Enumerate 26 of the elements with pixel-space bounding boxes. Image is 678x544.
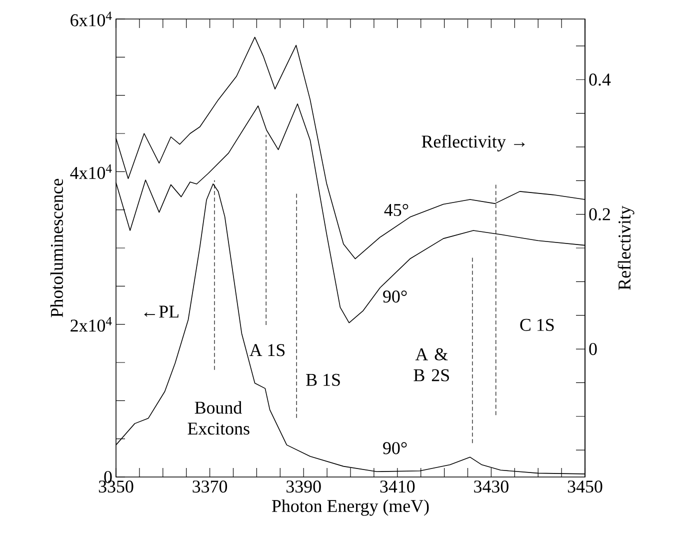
- y-axis-title: Photoluminescence: [50, 178, 63, 318]
- annotation: C 1S: [520, 318, 554, 331]
- annotation: Reflectivity →: [422, 134, 525, 152]
- y-tick-label: 2x10$^{4}$: [70, 316, 112, 332]
- x-tick-label: 3370: [192, 480, 228, 493]
- annotation: 45°: [384, 204, 408, 216]
- y-tick-label: 0: [104, 470, 112, 484]
- y2-tick-label: 0.2: [589, 208, 610, 220]
- x-axis-title: Photon Energy (meV): [272, 499, 429, 516]
- x-tick-label: 3430: [474, 480, 508, 493]
- annotation: Bound Excitons: [188, 401, 250, 435]
- y2-axis-title: Reflectivity: [618, 206, 634, 290]
- annotation: A 1S: [249, 344, 285, 356]
- annotation: ←PL: [144, 306, 178, 318]
- x-tick-label: 3410: [380, 480, 415, 493]
- annotation: A & B 2S: [414, 348, 449, 382]
- annotation: 90°: [383, 290, 407, 303]
- y-tick-label: 6x10$^{4}$: [70, 12, 112, 26]
- x-tick-label: 3450: [568, 480, 602, 493]
- y-tick-label: 4x10$^{4}$: [70, 164, 112, 180]
- y2-tick-label: 0.4: [589, 74, 611, 86]
- annotation: 90°: [383, 442, 407, 454]
- annotation: B 1S: [306, 374, 340, 386]
- x-tick-label: 3390: [286, 480, 321, 493]
- y2-tick-label: 0: [589, 342, 597, 356]
- x-tick-label: 3350: [98, 480, 134, 493]
